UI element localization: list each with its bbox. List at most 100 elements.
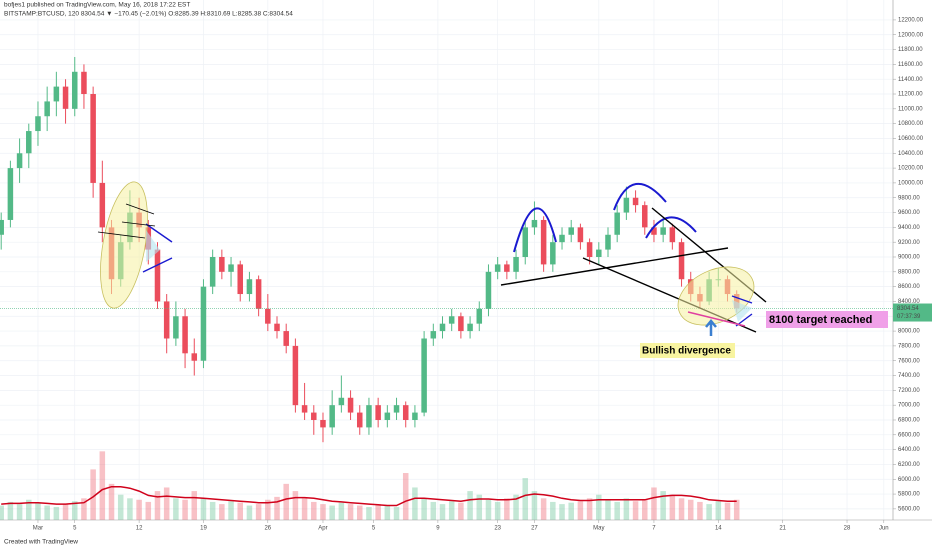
y-tick-label: 12000.00 <box>898 32 924 38</box>
volume-bar <box>191 491 198 520</box>
annotation-box <box>640 343 735 358</box>
volume-bar <box>393 506 400 520</box>
candle-body <box>16 153 23 169</box>
volume-bar <box>586 498 593 520</box>
y-tick-label: 6400.00 <box>898 447 920 453</box>
x-tick-label: 9 <box>436 526 440 532</box>
volume-bar <box>237 502 243 520</box>
last-price-label: 8304.54 <box>897 306 919 312</box>
volume-bar <box>467 491 473 520</box>
y-tick-label: 7000.00 <box>898 403 920 409</box>
volume-bar <box>99 451 106 520</box>
arc <box>645 216 697 239</box>
y-tick-label: 8600.00 <box>898 284 920 290</box>
candle-body <box>577 227 584 243</box>
candle-body <box>265 308 271 324</box>
annotation: 8100 target reached <box>769 314 872 326</box>
volume-bar <box>265 499 271 520</box>
arc <box>613 183 667 211</box>
candle-body <box>44 101 50 117</box>
candle-body <box>430 331 437 339</box>
volume-bar <box>596 494 602 520</box>
volume-bar <box>522 478 529 520</box>
candle-body <box>596 249 602 257</box>
volume-bar <box>439 504 446 520</box>
candle-body <box>283 331 289 346</box>
volume-bar <box>687 499 694 520</box>
x-tick-label: May <box>593 526 604 532</box>
candle-body <box>200 286 207 361</box>
volume-bar <box>632 501 639 520</box>
candle-body <box>173 316 179 339</box>
candle-body <box>90 94 96 183</box>
trend-line <box>731 295 753 304</box>
y-tick-label: 11800.00 <box>898 47 923 53</box>
candle-body <box>237 264 243 295</box>
volume-bar <box>458 502 464 520</box>
candle-body <box>467 323 473 332</box>
volume-bar <box>108 483 115 520</box>
y-tick-label: 10200.00 <box>898 166 924 172</box>
candle-body <box>154 249 161 302</box>
candle-body <box>209 256 216 287</box>
y-tick-label: 6600.00 <box>898 432 920 438</box>
volume-bar <box>430 501 437 520</box>
volume-bar <box>697 501 703 520</box>
x-tick-label: 7 <box>652 526 656 532</box>
y-tick-label: 7400.00 <box>898 373 920 379</box>
grid <box>0 0 893 520</box>
arrow <box>705 319 717 336</box>
volume-bar <box>577 501 584 520</box>
volume-bar <box>228 501 234 520</box>
y-tick-label: 5800.00 <box>898 492 920 498</box>
volume-bar <box>485 499 492 520</box>
candle-body <box>329 405 335 428</box>
volume-bar <box>62 504 69 520</box>
y-tick-label: 6200.00 <box>898 462 920 468</box>
ellipse <box>100 181 148 309</box>
volume-bar <box>494 501 501 520</box>
x-tick-label: 26 <box>264 526 271 532</box>
candle-body <box>7 168 14 220</box>
x-tick-label: Apr <box>318 526 327 532</box>
candle-body <box>402 405 409 420</box>
y-tick-label: 11000.00 <box>898 106 923 112</box>
candle-body <box>494 264 501 272</box>
candle-body <box>62 86 69 109</box>
x-tick-label: 27 <box>531 526 538 532</box>
trend-line <box>145 223 173 243</box>
candle-body <box>311 412 317 420</box>
volume-bar <box>292 491 299 520</box>
y-tick-label: 7600.00 <box>898 358 920 364</box>
volume-bar <box>623 498 630 520</box>
volume-bar <box>550 501 556 520</box>
volume-bar <box>311 501 317 520</box>
y-tick-label: 12200.00 <box>898 18 924 24</box>
candle-body <box>163 301 170 339</box>
candle-body <box>246 279 253 295</box>
volume-bar <box>246 505 253 520</box>
x-tick-label: Jun <box>879 526 889 532</box>
candle-body <box>448 316 455 324</box>
wedge <box>146 230 160 262</box>
candle-body <box>669 227 676 243</box>
candle-body <box>623 197 630 213</box>
neckline <box>500 247 729 286</box>
candle-body <box>71 71 78 109</box>
y-tick-label: 6000.00 <box>898 477 920 483</box>
candle-body <box>522 227 529 257</box>
volume-bar <box>200 498 207 520</box>
volume-bar <box>614 501 620 520</box>
candle-body <box>531 219 538 228</box>
x-tick-label: 12 <box>136 526 143 532</box>
candle-body <box>642 205 648 228</box>
y-tick-label: 11600.00 <box>898 62 923 68</box>
title: bofjes1 published on TradingView.com, Ma… <box>4 2 190 9</box>
candle-body <box>632 197 639 206</box>
last-price-box <box>893 303 932 322</box>
wedge <box>732 300 752 322</box>
volume-bar <box>35 502 41 520</box>
volume-bar <box>531 491 538 520</box>
volume-ma-line <box>1 485 737 507</box>
